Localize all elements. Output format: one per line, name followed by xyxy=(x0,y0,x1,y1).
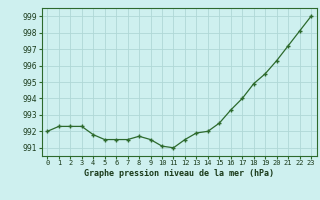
X-axis label: Graphe pression niveau de la mer (hPa): Graphe pression niveau de la mer (hPa) xyxy=(84,169,274,178)
